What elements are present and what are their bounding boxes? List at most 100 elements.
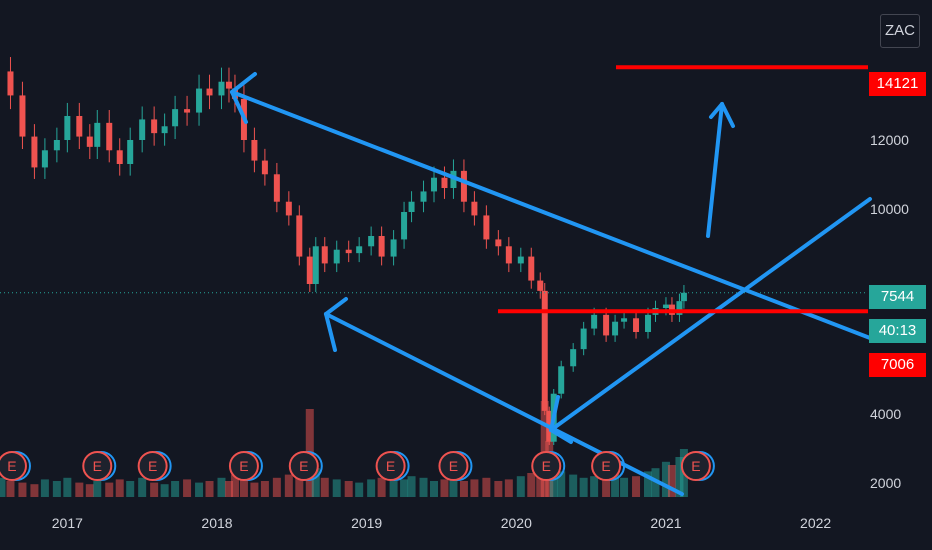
earnings-marker-label: E (542, 458, 551, 474)
trendline[interactable] (324, 312, 337, 352)
candle-body (420, 191, 427, 202)
candle-body (580, 328, 587, 350)
candle-body (541, 290, 548, 411)
volume-bar (611, 474, 620, 497)
candle-body (460, 170, 467, 202)
volume-bar (494, 481, 503, 497)
volume-bar (579, 477, 588, 497)
earnings-marker-circle (137, 451, 168, 481)
volume-bar (661, 461, 670, 497)
symbol-badge[interactable]: ZAC (880, 14, 920, 48)
candle-body (570, 349, 577, 367)
earnings-marker-label: E (299, 458, 308, 474)
volume-bar (516, 476, 525, 497)
earnings-marker[interactable]: E (228, 451, 263, 481)
trendline[interactable] (549, 395, 560, 432)
volume-bar (590, 476, 599, 497)
trendline[interactable] (324, 312, 684, 496)
volume-bar (504, 479, 513, 497)
candle-body (495, 239, 502, 247)
volume-bar (540, 401, 549, 497)
volume-histogram (0, 401, 688, 497)
price-axis-label: 10000 (870, 200, 909, 217)
volume-bar (105, 482, 114, 497)
volume-bar (459, 481, 468, 497)
volume-bar (407, 476, 416, 497)
volume-bar (295, 471, 304, 497)
candle-body (645, 314, 652, 332)
volume-bar (115, 479, 124, 497)
volume-bar (419, 477, 428, 497)
trendline[interactable] (230, 72, 257, 94)
trendline[interactable] (549, 197, 872, 432)
candle-body (321, 246, 328, 264)
earnings-marker-label: E (601, 458, 610, 474)
earnings-marker-circle (591, 451, 622, 481)
candle-body (441, 177, 448, 188)
volume-bar (569, 474, 578, 497)
candle-body (345, 249, 352, 254)
trendline[interactable] (549, 428, 573, 444)
candle-body (31, 136, 38, 168)
candle-body (528, 256, 535, 281)
volume-bar (400, 479, 409, 497)
candle-body (603, 314, 610, 336)
trendline[interactable] (706, 102, 724, 238)
earnings-marker[interactable]: E (591, 451, 626, 481)
target-level-tag: 14121 (869, 72, 926, 96)
candle-body (333, 249, 340, 264)
earnings-marker[interactable]: E (0, 451, 31, 481)
volume-bar (549, 465, 558, 497)
volume-bar (30, 484, 39, 497)
earnings-marker-label: E (93, 458, 102, 474)
volume-bar (224, 481, 233, 497)
candle-body (273, 174, 280, 202)
candle-body (356, 246, 363, 254)
trendline[interactable] (230, 90, 872, 340)
candle-body (558, 366, 565, 394)
earnings-marker-label: E (7, 458, 16, 474)
support-level-tag: 7006 (869, 353, 926, 377)
trendline[interactable] (709, 102, 724, 119)
time-axis-label: 2017 (51, 515, 83, 531)
volume-bar (667, 465, 676, 497)
candle-body (19, 95, 26, 137)
volume-bar (284, 474, 293, 497)
volume-bar (470, 479, 479, 497)
earnings-marker[interactable]: E (82, 451, 117, 481)
earnings-marker-label: E (691, 458, 700, 474)
earnings-marker[interactable]: E (531, 451, 566, 481)
earnings-marker[interactable]: E (680, 451, 715, 481)
earnings-marker[interactable]: E (375, 451, 410, 481)
earnings-marker[interactable]: E (137, 451, 172, 481)
candle-body (676, 301, 683, 315)
volume-bar (205, 481, 214, 497)
volume-bar (150, 482, 159, 497)
volume-bar (482, 477, 491, 497)
volume-bar (557, 471, 566, 497)
trendline[interactable] (230, 90, 248, 124)
earnings-marker[interactable]: E (288, 451, 323, 481)
time-axis-label: 2022 (800, 515, 832, 531)
trendline[interactable] (720, 102, 735, 128)
candle-body (471, 201, 478, 216)
candle-body (94, 122, 101, 147)
volume-bar (230, 474, 239, 497)
earnings-marker[interactable]: E (438, 451, 473, 481)
volume-bar (138, 477, 147, 497)
candle-body (483, 215, 490, 240)
candle-body (408, 201, 415, 212)
time-axis-label: 2018 (201, 515, 233, 531)
volume-bar (320, 477, 329, 497)
candle-body (261, 160, 268, 175)
candle-body (86, 136, 93, 147)
volume-bar (6, 481, 15, 497)
volume-bar (18, 482, 27, 497)
trendline[interactable] (324, 297, 348, 316)
candle-body (517, 256, 524, 264)
trendline-drawings[interactable] (230, 65, 872, 496)
volume-bar (183, 479, 192, 497)
candle-body (64, 116, 71, 140)
